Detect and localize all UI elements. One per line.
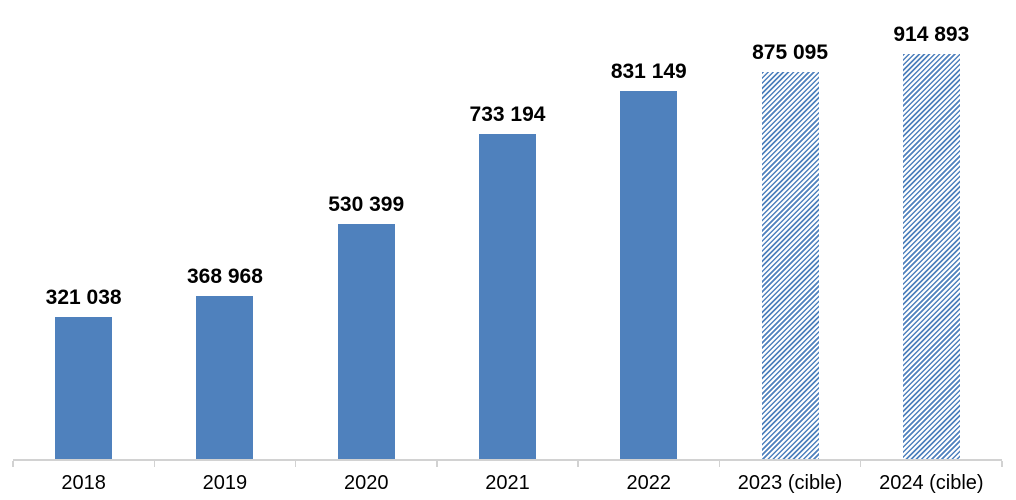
value-label: 368 968 — [186, 264, 263, 288]
x-axis-tick — [859, 461, 862, 467]
x-axis-tick — [12, 461, 14, 467]
value-label: 831 149 — [610, 60, 687, 84]
bar-2024-cible- — [902, 54, 960, 459]
x-axis-tick-label: 2022 — [626, 472, 672, 494]
x-axis-tick — [1001, 461, 1003, 467]
x-axis-tick — [577, 461, 579, 467]
x-axis-tick-label: 2024 (cible) — [879, 472, 984, 494]
bar-2023-cible- — [761, 71, 819, 459]
x-axis-tick — [153, 461, 156, 467]
bar-2019 — [196, 295, 254, 459]
bar-2020 — [337, 224, 395, 459]
bar-2021 — [479, 134, 536, 459]
x-axis-tick — [436, 461, 438, 467]
x-axis-tick-label: 2023 (cible) — [737, 472, 843, 494]
x-axis-tick — [718, 461, 721, 467]
value-label: 321 038 — [45, 285, 122, 309]
x-axis-tick — [294, 461, 297, 467]
value-label: 530 399 — [328, 193, 405, 217]
value-label: 875 095 — [752, 40, 829, 64]
x-axis-tick-label: 2020 — [343, 472, 389, 494]
bar-2022 — [620, 91, 678, 459]
value-label: 914 893 — [893, 23, 970, 46]
value-label: 733 194 — [469, 103, 546, 127]
x-axis-tick-label: 2018 — [61, 472, 106, 494]
x-axis-line — [13, 459, 1002, 461]
plot-area: 321 038 2018 368 968 2019 530 399 2020 733 194… — [12, 24, 1003, 494]
x-axis-tick-label: 2019 — [202, 472, 248, 494]
x-axis-tick-label: 2021 — [485, 472, 530, 494]
bar-2018 — [55, 316, 113, 459]
